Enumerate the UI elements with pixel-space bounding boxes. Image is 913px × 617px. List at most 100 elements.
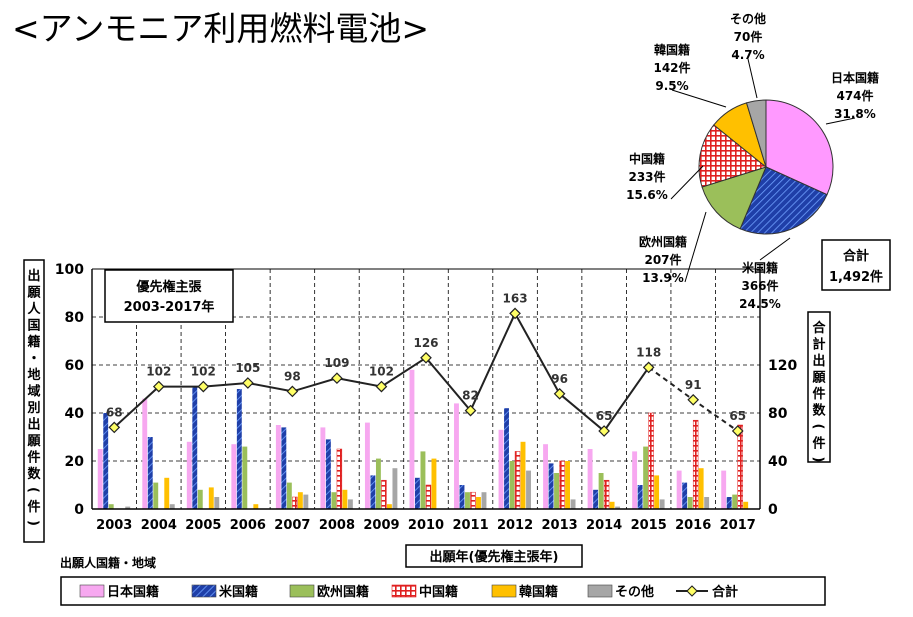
pie-leader-line	[670, 165, 704, 200]
total-data-label: 102	[369, 365, 394, 379]
annotation-line-1: 優先権主張	[135, 279, 202, 295]
pie-slice-米国籍	[739, 166, 828, 235]
bar-米国籍-2016	[682, 482, 688, 509]
axis-label-char: 別	[26, 401, 40, 416]
bar-韓国籍-2016	[698, 468, 704, 509]
bar-米国籍-2010	[415, 477, 420, 509]
legend-swatch-米国籍	[191, 584, 217, 598]
x-tick-label: 2011	[452, 518, 488, 533]
pie-slice-日本国籍	[765, 99, 834, 196]
bar-日本国籍-2005	[186, 441, 192, 509]
bar-その他-2005	[214, 497, 220, 509]
pie-label-text: 欧州国籍	[639, 234, 687, 249]
axis-label-char: 件	[27, 450, 40, 466]
right-tick-labels: 0 40 80 120	[768, 358, 797, 518]
total-data-label: 98	[284, 369, 301, 383]
bar-米国籍-2009	[370, 475, 376, 509]
total-marker-2015	[642, 361, 655, 374]
x-tick-label: 2012	[497, 518, 533, 533]
bar-韓国籍-2006	[253, 504, 259, 509]
total-marker-2008	[331, 372, 343, 385]
bar-欧州国籍-2013	[554, 473, 559, 509]
pie-labels: 日本国籍 474件 31.8% 米国籍 366件 24.5% 欧州国籍 207件 13.9% 中国…	[626, 11, 879, 311]
pie-label-text: 韓国籍	[654, 42, 690, 57]
axis-label-char: 域	[27, 384, 40, 400]
bar-その他-2014	[615, 506, 621, 509]
pie-leader-line	[825, 117, 856, 125]
pie-total-label: 合計	[843, 248, 869, 264]
total-marker-2016	[687, 393, 700, 406]
axis-label-char: 願	[812, 371, 826, 386]
total-marker-2006	[242, 377, 254, 389]
legend-title: 出願人国籍・地域	[60, 555, 156, 570]
x-tick-label: 2017	[720, 518, 756, 533]
bar-米国籍-2007	[281, 427, 287, 509]
bar-韓国籍-2007	[297, 492, 303, 509]
pie-leader-line	[759, 237, 791, 261]
left-tick-labels: 0 20 40 60 80 100	[55, 262, 84, 518]
bar-日本国籍-2009	[364, 422, 370, 509]
bar-中国籍-2009	[381, 479, 387, 510]
axis-label-char: 合	[812, 320, 826, 336]
bar-米国籍-2004	[147, 437, 153, 509]
pie-label-text: その他	[730, 11, 766, 26]
pie-label-text: 4.7%	[731, 48, 764, 62]
axis-label-char: 地	[27, 367, 40, 383]
left-tick-label: 0	[74, 502, 84, 518]
bar-韓国籍-2012	[520, 441, 526, 509]
bar-欧州国籍-2014	[598, 473, 604, 509]
total-marker-2012	[509, 307, 521, 320]
x-tick-label: 2015	[631, 518, 667, 533]
x-axis-label: 出願年(優先権主張年)	[430, 549, 559, 565]
axis-label-char: 籍	[26, 334, 40, 350]
pie-label-text: 366件	[741, 278, 778, 293]
bar-米国籍-2008	[325, 439, 331, 509]
bar-欧州国籍-2012	[509, 461, 515, 509]
bar-中国籍-2007	[292, 496, 298, 510]
legend-label: 米国籍	[219, 584, 258, 600]
bar-その他-2003	[125, 506, 131, 509]
x-tick-label: 2006	[230, 518, 266, 533]
bar-中国籍-2014	[603, 479, 610, 510]
annotation-line-2: 2003-2017年	[124, 299, 215, 315]
bar-日本国籍-2010	[409, 369, 415, 509]
bar-米国籍-2003	[103, 413, 109, 509]
bar-日本国籍-2014	[587, 449, 593, 509]
bar-中国籍-2010	[425, 484, 432, 510]
legend: 日本国籍 米国籍 欧州国籍 中国籍 韓国籍 その他 合計	[79, 584, 738, 600]
legend-total-marker	[686, 585, 698, 597]
legend-swatch-日本国籍	[79, 584, 105, 598]
axis-label-char: 件	[812, 436, 825, 452]
bar-韓国籍-2011	[476, 497, 481, 509]
legend-label: 韓国籍	[519, 584, 558, 600]
bar-欧州国籍-2007	[286, 482, 292, 509]
bar-米国籍-2006	[236, 389, 242, 509]
total-data-label: 65	[729, 409, 746, 423]
bar-その他-2011	[481, 492, 487, 509]
bar-韓国籍-2017	[743, 501, 749, 509]
bar-その他-2012	[526, 470, 531, 509]
x-tick-label: 2013	[542, 518, 578, 533]
axis-label-char: 国	[27, 319, 40, 334]
pie-leader-line	[671, 89, 727, 108]
bar-欧州国籍-2006	[242, 446, 248, 509]
total-data-label: 102	[191, 365, 216, 379]
right-tick-label: 120	[768, 358, 797, 374]
legend-label: 日本国籍	[107, 584, 159, 600]
xlabel-box	[405, 544, 583, 568]
bar-日本国籍-2012	[498, 429, 504, 509]
pie-slice-中国籍	[698, 124, 768, 188]
axis-label-char: 人	[27, 301, 41, 317]
bar-日本国籍-2013	[543, 444, 548, 509]
bar-欧州国籍-2016	[687, 497, 693, 509]
axis-label-char: (	[810, 423, 825, 429]
axis-label-char: (	[25, 487, 40, 493]
left-tick-label: 20	[65, 454, 85, 470]
bar-group	[97, 369, 749, 510]
bar-米国籍-2015	[637, 485, 643, 509]
bar-欧州国籍-2010	[420, 451, 426, 509]
legend-label: 合計	[712, 584, 738, 600]
pie-label-text: 70件	[734, 29, 763, 44]
bar-日本国籍-2011	[454, 403, 459, 509]
bar-韓国籍-2008	[342, 489, 348, 509]
